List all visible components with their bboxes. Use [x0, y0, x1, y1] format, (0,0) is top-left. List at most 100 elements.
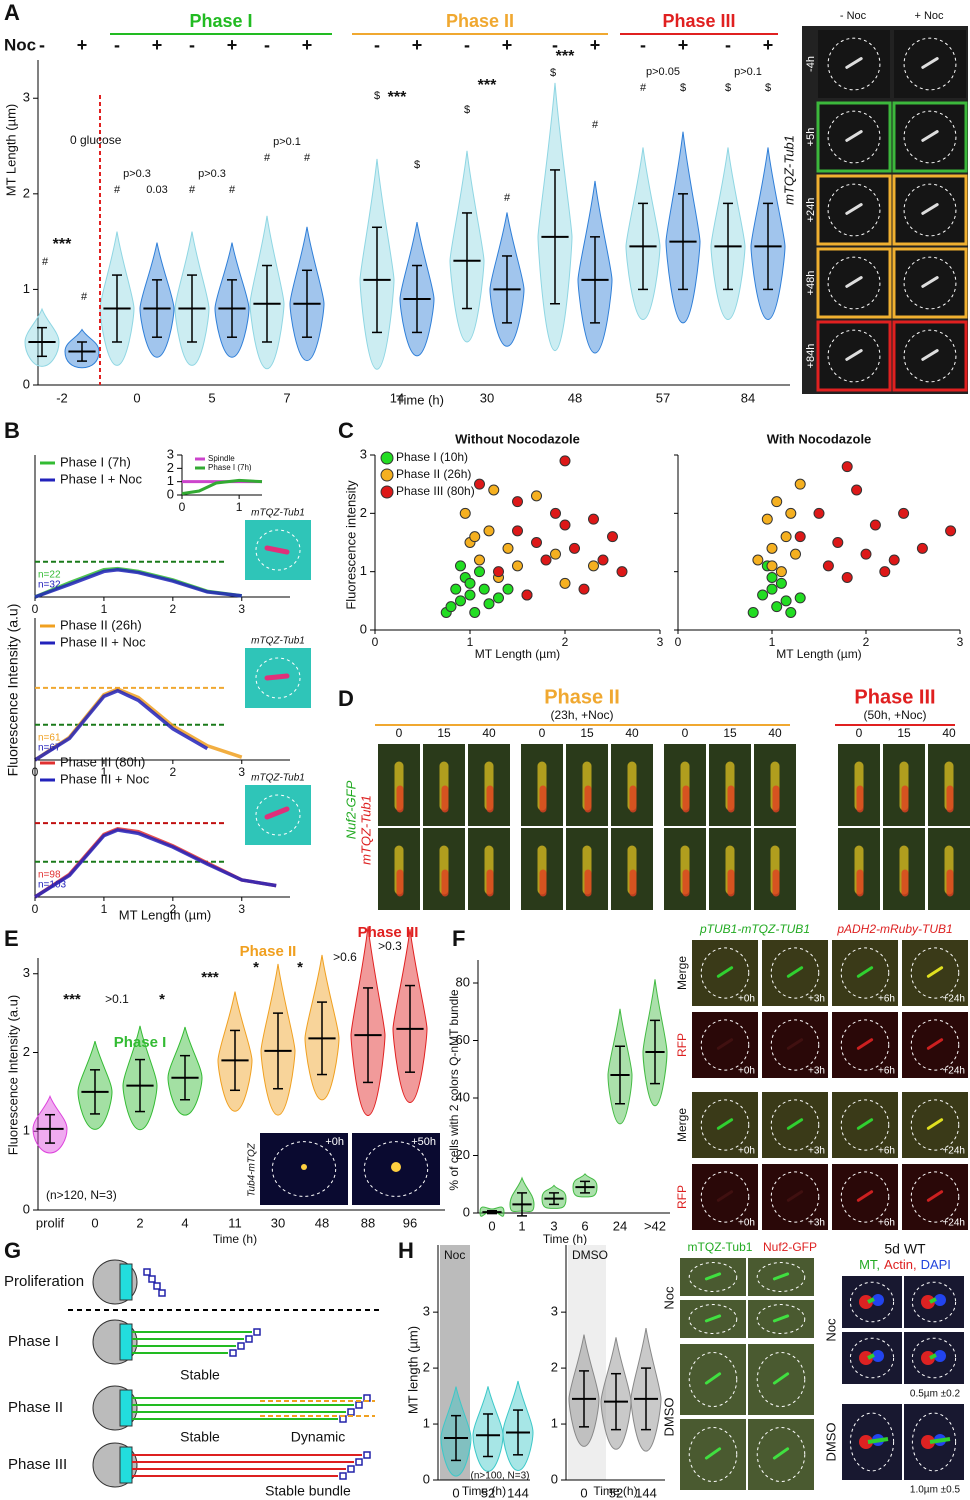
scatter-point [616, 566, 628, 578]
annotation: p>0.1 [273, 136, 301, 148]
mt-state: Dynamic [291, 1429, 345, 1445]
scatter-point [483, 598, 495, 610]
y-tick-label: 1 [551, 1415, 558, 1430]
x-tick-label: 2 [169, 765, 176, 779]
annotation: p>0.1 [734, 66, 762, 78]
image-row-label: DMSO [661, 1398, 676, 1437]
wt-label: 5d WT [884, 1241, 926, 1257]
condition-label: DMSO [572, 1248, 608, 1262]
annotation: >0.3 [378, 939, 402, 953]
scatter-point [794, 531, 806, 543]
mt-state: Stable [180, 1367, 220, 1383]
x-axis-title: Time (h) [593, 1484, 637, 1498]
cell-outline [688, 1262, 738, 1292]
annotation: $ [550, 67, 556, 79]
annotation: # [42, 256, 49, 268]
cell-outline [756, 1352, 806, 1407]
phase-label: Phase III [358, 924, 419, 941]
scatter-point [832, 537, 844, 548]
signal [926, 1038, 944, 1050]
time-label: 40 [625, 726, 639, 740]
panel-letter: C [338, 418, 354, 443]
noc-sign: - [114, 35, 120, 55]
image-label: mTQZ-Tub1 [251, 508, 305, 519]
stain-name: MT, [859, 1257, 880, 1272]
x-tick-label: 2 [169, 602, 176, 616]
x-tick-label: 0 [675, 635, 682, 649]
image-row-label: +48h [805, 271, 817, 296]
cell-outline [903, 37, 957, 91]
time-label: 40 [942, 726, 956, 740]
scatter-point [474, 566, 485, 578]
tubulin-cap [229, 1349, 237, 1357]
signal [786, 1118, 804, 1130]
cell-outline [255, 794, 301, 836]
signal [264, 673, 290, 681]
x-tick-label: 52 [609, 1485, 623, 1500]
scatter-point [775, 577, 787, 589]
image-header: pADH2-mRuby-TUB1 [836, 922, 952, 936]
signal [704, 1372, 722, 1385]
signal [772, 1372, 790, 1385]
scatter-point [822, 560, 834, 572]
signal [704, 1447, 722, 1460]
signal [856, 966, 874, 978]
cell-outline [903, 329, 957, 383]
scatter-point [512, 496, 523, 508]
annotation: >0.1 [105, 992, 129, 1006]
channel-header: Nuf2-GFP [763, 1240, 817, 1254]
panel-letter: B [4, 418, 20, 443]
scatter-point [916, 542, 928, 554]
legend-label: Phase III + Noc [60, 771, 150, 786]
y-tick-label: 60 [456, 1032, 470, 1047]
x-tick-label: 0 [133, 390, 140, 405]
signal [856, 1190, 874, 1202]
image-row-label: Merge [675, 956, 689, 990]
y-tick-label: 2 [23, 1044, 30, 1059]
annotation: $ [414, 159, 420, 171]
x-tick-label: 3 [238, 765, 245, 779]
row-label: Proliferation [4, 1273, 84, 1290]
x-tick-label: 0 [32, 602, 39, 616]
y-tick-label: 1 [23, 281, 30, 296]
x-tick-label: 88 [361, 1215, 375, 1230]
mean-curve [34, 688, 209, 762]
y-tick-label: 80 [456, 974, 470, 989]
channel-label: Nuf2-GFP [343, 780, 358, 839]
x-tick-label: 1 [101, 765, 108, 779]
x-axis-title: Time (h) [462, 1484, 506, 1498]
phase-title: Phase II [544, 686, 620, 708]
condition-band [440, 1245, 470, 1480]
annotation: 0.03 [146, 184, 167, 196]
time-label: 40 [768, 726, 782, 740]
scatter-point [766, 583, 778, 595]
scatter-point [813, 507, 825, 519]
signal [921, 349, 939, 361]
x-tick-label: 1 [467, 635, 474, 649]
phase-header: Phase II [446, 11, 514, 31]
signal [872, 1350, 884, 1362]
x-tick-label: 2 [863, 635, 870, 649]
image-time: +3h [808, 1146, 825, 1157]
scatter-point [898, 507, 910, 519]
legend-label: Phase II + Noc [60, 634, 146, 649]
annotation: $ [725, 82, 731, 94]
noc-sign: + [227, 35, 238, 55]
scatter-point [478, 583, 490, 595]
scatter-point [578, 583, 590, 595]
x-tick-label: 30 [271, 1215, 285, 1230]
scatter-point [879, 566, 891, 578]
time-label: 0 [539, 726, 546, 740]
scatter-point [945, 525, 957, 537]
cell-outline [688, 1427, 738, 1482]
legend-marker [380, 485, 394, 499]
image-label: Tub4-mTQZ [247, 1142, 258, 1197]
x-axis-title: Time (h) [543, 1232, 587, 1246]
x-tick-label: 0 [91, 1215, 98, 1230]
cell-outline [903, 183, 957, 237]
scatter-point [459, 507, 471, 519]
annotation: *** [53, 236, 72, 253]
n-label: n=103 [38, 880, 67, 891]
cell-outline [756, 1262, 806, 1292]
annotation: p>0.3 [123, 168, 151, 180]
